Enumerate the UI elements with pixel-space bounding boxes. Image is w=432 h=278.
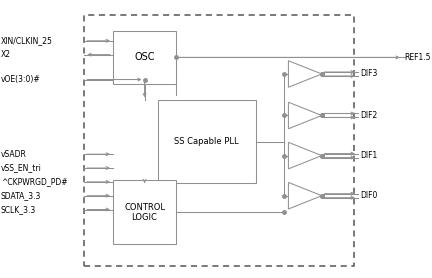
Text: CONTROL
LOGIC: CONTROL LOGIC <box>124 203 165 222</box>
Text: XIN/CLKIN_25: XIN/CLKIN_25 <box>1 36 53 45</box>
Polygon shape <box>289 182 322 209</box>
Text: OSC: OSC <box>134 52 155 62</box>
Text: ^CKPWRGD_PD#: ^CKPWRGD_PD# <box>1 177 67 186</box>
Bar <box>113 31 176 84</box>
Bar <box>158 100 256 183</box>
Polygon shape <box>289 61 322 87</box>
Text: DIF0: DIF0 <box>360 191 377 200</box>
Text: vSADR: vSADR <box>1 150 27 159</box>
Text: vSS_EN_tri: vSS_EN_tri <box>1 163 41 173</box>
Polygon shape <box>289 102 322 129</box>
Text: DIF1: DIF1 <box>360 151 377 160</box>
Text: REF1.5: REF1.5 <box>404 53 430 62</box>
Bar <box>84 14 354 266</box>
Polygon shape <box>289 142 322 169</box>
Text: DIF3: DIF3 <box>360 70 377 78</box>
Text: DIF2: DIF2 <box>360 111 377 120</box>
Text: vOE(3:0)#: vOE(3:0)# <box>1 75 41 84</box>
Text: X2: X2 <box>1 50 11 59</box>
Text: SCLK_3.3: SCLK_3.3 <box>1 205 36 214</box>
Text: SS Capable PLL: SS Capable PLL <box>175 137 239 146</box>
Bar <box>113 180 176 244</box>
Text: SDATA_3.3: SDATA_3.3 <box>1 191 41 200</box>
